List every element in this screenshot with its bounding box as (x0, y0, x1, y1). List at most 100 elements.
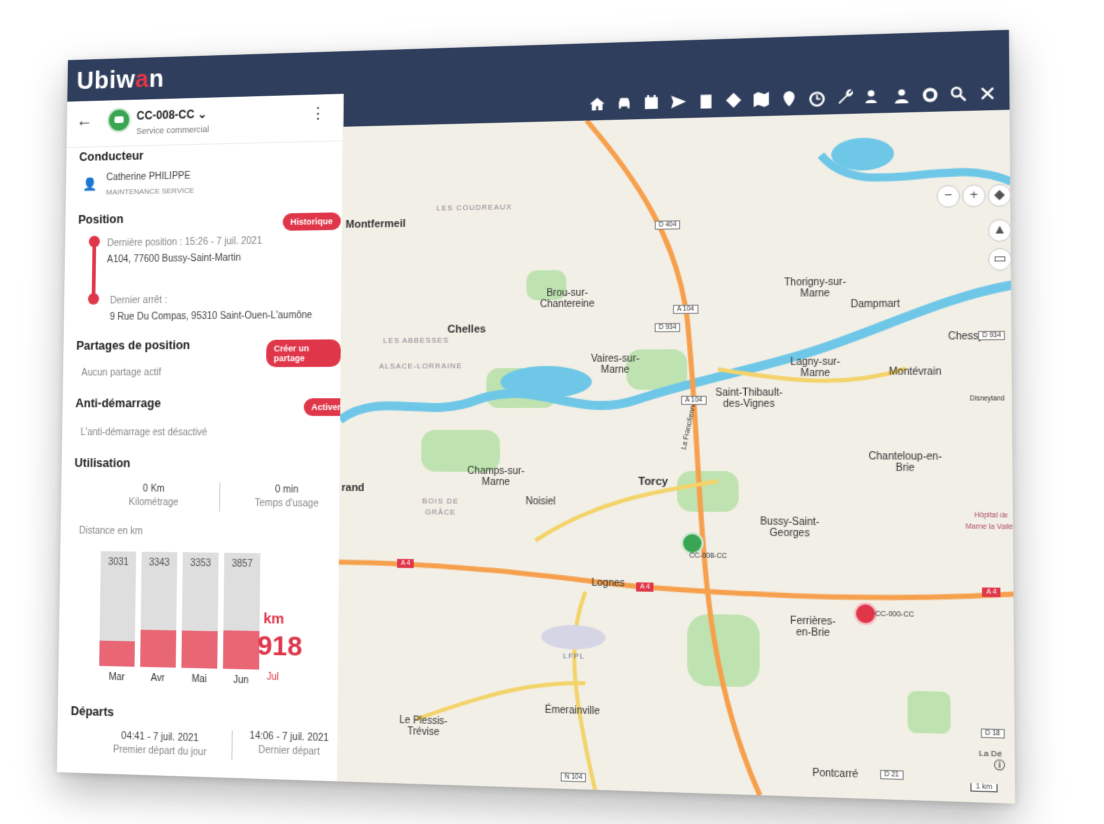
usage-divider (219, 482, 220, 511)
time-value: 0 min (244, 484, 330, 495)
place-label: Bussy-Saint-Georges (753, 516, 826, 539)
place-label: LFPL (563, 650, 585, 662)
time-label: Temps d'usage (244, 498, 330, 510)
place-label: Lagny-sur-Marne (784, 357, 847, 380)
place-label: Lognes (592, 578, 625, 590)
road-shield: A 4 (397, 559, 414, 568)
km-value: 0 Km (116, 484, 191, 495)
km-label: Kilométrage (116, 497, 191, 508)
vehicle-header: ← CC-008-CC ⌄ Service commercial ⋮ (67, 94, 343, 148)
road-shield: A 4 (636, 582, 654, 591)
scale-bar: 1 km (970, 783, 997, 792)
road-shield: D 934 (978, 331, 1005, 341)
first-departure-label: Premier départ du jour (94, 744, 226, 759)
vehicle-status-icon (107, 107, 131, 132)
driver-dept: MAINTENANCE SERVICE (106, 186, 194, 196)
place-label: Dampmart (851, 299, 900, 311)
driver-section-title: Conducteur (79, 149, 144, 164)
more-options-icon[interactable]: ⋮ (310, 104, 325, 124)
place-label: LES COUDREAUX (436, 201, 512, 213)
chevron-down-icon[interactable]: ⌄ (198, 107, 208, 121)
distance-bar-value: 3857 (224, 559, 260, 570)
place-label: Disneyland (970, 393, 1005, 404)
road-shield: D 404 (655, 220, 681, 229)
car-icon[interactable] (614, 92, 635, 113)
last-departure-time: 14:06 - 7 juil. 2021 (241, 731, 337, 745)
distance-bar-label: Avr (140, 673, 176, 685)
clipboard-icon[interactable] (695, 90, 716, 112)
departures-divider (231, 730, 232, 760)
distance-label: Distance en km (79, 526, 143, 537)
place-label: Le Plessis-Trévise (394, 715, 453, 739)
current-month-label: Jul (267, 672, 279, 683)
back-arrow-icon[interactable]: ← (76, 110, 93, 130)
departures-section-title: Départs (71, 704, 114, 719)
last-position-label: Dernière position : 15:26 - 7 juil. 2021 (107, 236, 262, 249)
immobilizer-status: L'anti-démarrage est désactivé (80, 427, 207, 438)
place-label: BOIS DE GRÂCE (421, 495, 460, 517)
search-icon[interactable] (948, 83, 970, 105)
place-label: Brou-sur-Chantereine (532, 288, 602, 311)
distance-bar: 3857 (223, 553, 260, 670)
distance-bar: 3031 (99, 551, 136, 667)
map-icon[interactable] (750, 88, 772, 110)
diamond-route-icon[interactable] (723, 89, 744, 111)
activate-button[interactable]: Activer (304, 398, 344, 416)
place-label: Champs-sur-Marne (466, 466, 526, 488)
close-icon[interactable] (976, 82, 999, 104)
first-departure-time: 04:41 - 7 juil. 2021 (94, 730, 226, 745)
last-stop-label: Dernier arrêt : (110, 295, 167, 306)
distance-bar: 3353 (181, 552, 218, 668)
road-shield: D 934 (655, 323, 681, 332)
place-label: Ferrières-en-Brie (787, 616, 840, 640)
ubiwan-logo: Ubiwan (76, 64, 164, 96)
history-button[interactable]: Historique (283, 212, 341, 230)
place-label: Torcy (638, 477, 668, 488)
last-stop-address: 9 Rue Du Compas, 95310 Saint-Ouen-L'aumô… (110, 310, 313, 322)
info-icon[interactable]: ⓘ (994, 756, 1005, 772)
home-icon[interactable] (587, 93, 608, 114)
wrench-icon[interactable] (834, 86, 856, 108)
current-month-value: 918 (257, 630, 302, 663)
distance-bar-label: Jun (223, 675, 259, 687)
road-shield: A 104 (681, 396, 706, 405)
road-shield: N 104 (561, 772, 587, 782)
sharing-section-title: Partages de position (76, 338, 190, 352)
position-section-title: Position (78, 212, 123, 226)
place-label: Émerainville (545, 705, 600, 718)
current-month-unit: km (263, 610, 284, 627)
place-label: Chanteloup-en-Brie (868, 451, 942, 474)
distance-bar-label: Mar (99, 672, 135, 684)
road-shield: A 4 (982, 587, 1001, 597)
last-position-address: A104, 77600 Bussy-Saint-Martin (107, 253, 241, 265)
distance-bar-value: 3343 (141, 558, 177, 569)
place-label: Chelles (447, 324, 485, 335)
place-label: LES ABBESSES (383, 335, 449, 346)
calendar-icon[interactable] (641, 91, 662, 112)
road-shield: A 104 (673, 305, 698, 314)
vehicle-id[interactable]: CC-008-CC ⌄ (136, 107, 207, 122)
place-label: Vaires-sur-Marne (590, 353, 640, 375)
distance-bar-label: Mai (181, 674, 217, 686)
gear-icon[interactable] (919, 83, 941, 105)
create-share-button[interactable]: Créer un partage (266, 339, 341, 367)
vehicle-marker-label: CC-008-CC (689, 550, 727, 562)
pin-icon[interactable] (778, 87, 800, 109)
immobilizer-section-title: Anti-démarrage (75, 397, 161, 411)
send-icon[interactable] (668, 90, 689, 112)
last-departure-label: Dernier départ (241, 744, 337, 758)
driver-name: Catherine PHILIPPE (106, 171, 190, 183)
distance-bar-value: 3353 (183, 558, 219, 569)
road-shield: D 21 (880, 770, 903, 780)
alarm-icon[interactable] (806, 87, 828, 109)
map-view[interactable]: Montfermeil LES COUDREAUX Brou-sur-Chant… (337, 110, 1015, 804)
place-label: Saint-Thibault-des-Vignes (710, 387, 789, 410)
route-track (92, 243, 96, 297)
place-label: Hôpital de Marne la Vallée (964, 510, 1015, 534)
vehicle-marker-red[interactable] (854, 602, 877, 625)
driver-icon[interactable] (862, 85, 884, 107)
distance-bar-fill (99, 641, 135, 667)
person-icon[interactable] (891, 84, 913, 106)
vehicle-sidebar: ← CC-008-CC ⌄ Service commercial ⋮ Condu… (57, 94, 344, 782)
distance-bar-fill (223, 630, 260, 669)
